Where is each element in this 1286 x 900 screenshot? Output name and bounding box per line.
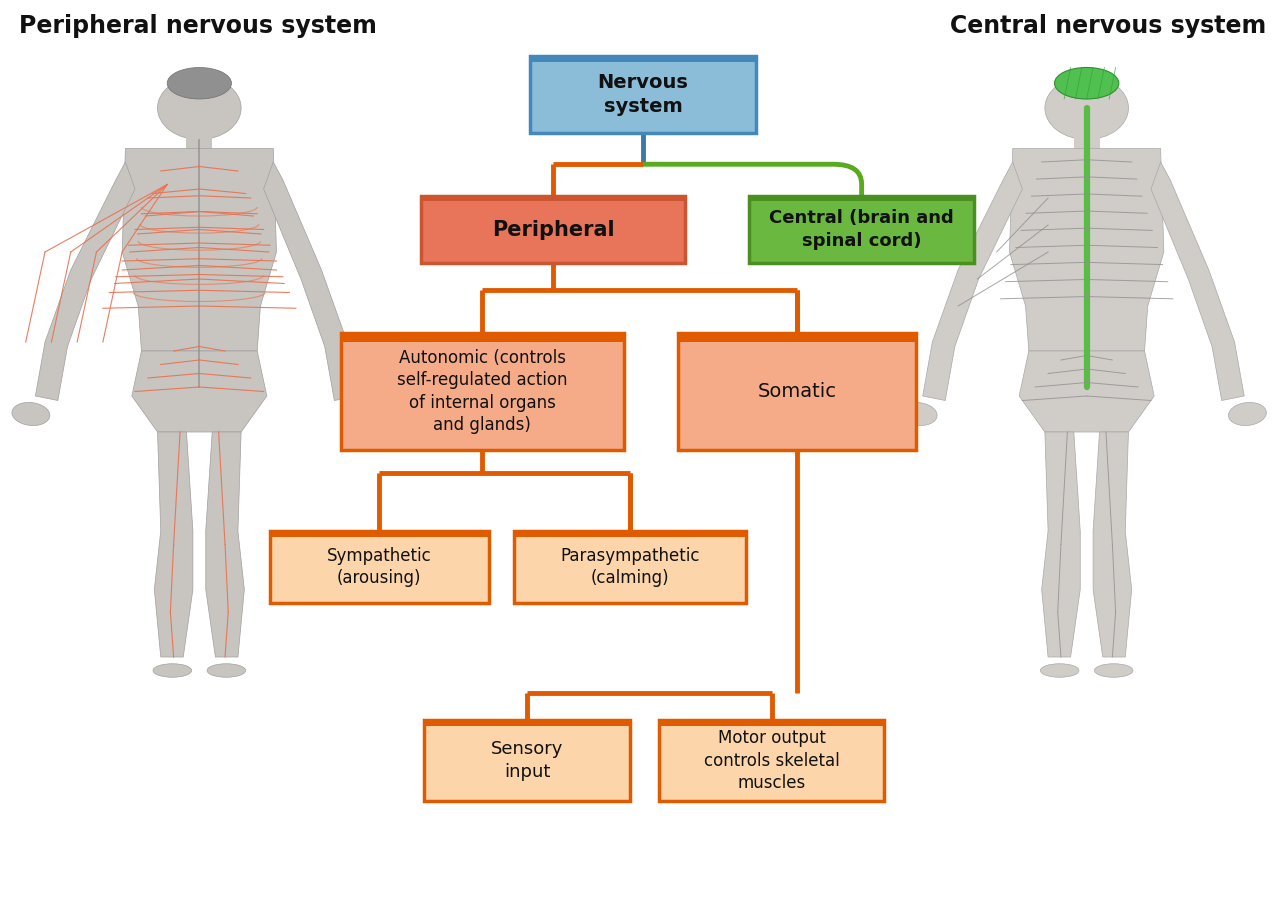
Text: Central (brain and
spinal cord): Central (brain and spinal cord) [769,210,954,249]
Ellipse shape [158,76,242,140]
FancyBboxPatch shape [679,333,916,450]
FancyBboxPatch shape [748,196,975,263]
Text: Parasympathetic
(calming): Parasympathetic (calming) [561,547,700,587]
Text: Autonomic (controls
self-regulated action
of internal organs
and glands): Autonomic (controls self-regulated actio… [397,349,567,434]
FancyBboxPatch shape [270,531,489,603]
Bar [1074,123,1100,148]
Ellipse shape [1040,664,1079,677]
Bar [341,333,624,342]
FancyBboxPatch shape [531,56,755,132]
Text: Sympathetic
(arousing): Sympathetic (arousing) [327,547,432,587]
Bar [658,720,885,726]
Ellipse shape [341,402,379,426]
Polygon shape [206,432,244,657]
Text: Peripheral nervous system: Peripheral nervous system [19,14,377,38]
Ellipse shape [153,664,192,677]
FancyBboxPatch shape [514,531,746,603]
Ellipse shape [1044,76,1129,140]
FancyBboxPatch shape [341,333,624,450]
Text: Central nervous system: Central nervous system [950,14,1267,38]
Ellipse shape [1228,402,1267,426]
Bar [748,196,975,201]
Bar [514,531,746,536]
Text: Motor output
controls skeletal
muscles: Motor output controls skeletal muscles [703,729,840,792]
FancyBboxPatch shape [658,720,885,801]
Bar [531,56,756,62]
Polygon shape [1151,162,1244,400]
Text: Nervous
system: Nervous system [598,73,688,116]
FancyBboxPatch shape [422,196,684,263]
Polygon shape [122,148,276,351]
Bar [186,123,212,148]
Ellipse shape [1055,68,1119,99]
Ellipse shape [12,402,50,426]
Text: Somatic: Somatic [757,382,837,401]
Text: Peripheral: Peripheral [491,220,615,239]
Bar [422,196,684,201]
Text: Sensory
input: Sensory input [491,741,563,780]
Polygon shape [923,162,1022,400]
Ellipse shape [899,402,937,426]
Polygon shape [1093,432,1132,657]
Ellipse shape [207,664,246,677]
Polygon shape [1019,351,1155,432]
Bar [679,333,916,342]
Polygon shape [1042,432,1080,657]
Bar [270,531,489,536]
Polygon shape [154,432,193,657]
Ellipse shape [1094,664,1133,677]
FancyBboxPatch shape [424,720,630,801]
Polygon shape [131,351,267,432]
Ellipse shape [167,68,231,99]
Polygon shape [35,162,135,400]
Polygon shape [1010,148,1164,351]
Bar [424,720,630,726]
Polygon shape [264,162,356,400]
